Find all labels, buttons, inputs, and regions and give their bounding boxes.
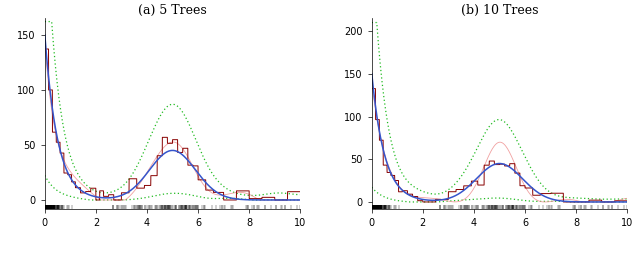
Title: (a) 5 Trees: (a) 5 Trees [138, 4, 207, 17]
Title: (b) 10 Trees: (b) 10 Trees [461, 4, 538, 17]
